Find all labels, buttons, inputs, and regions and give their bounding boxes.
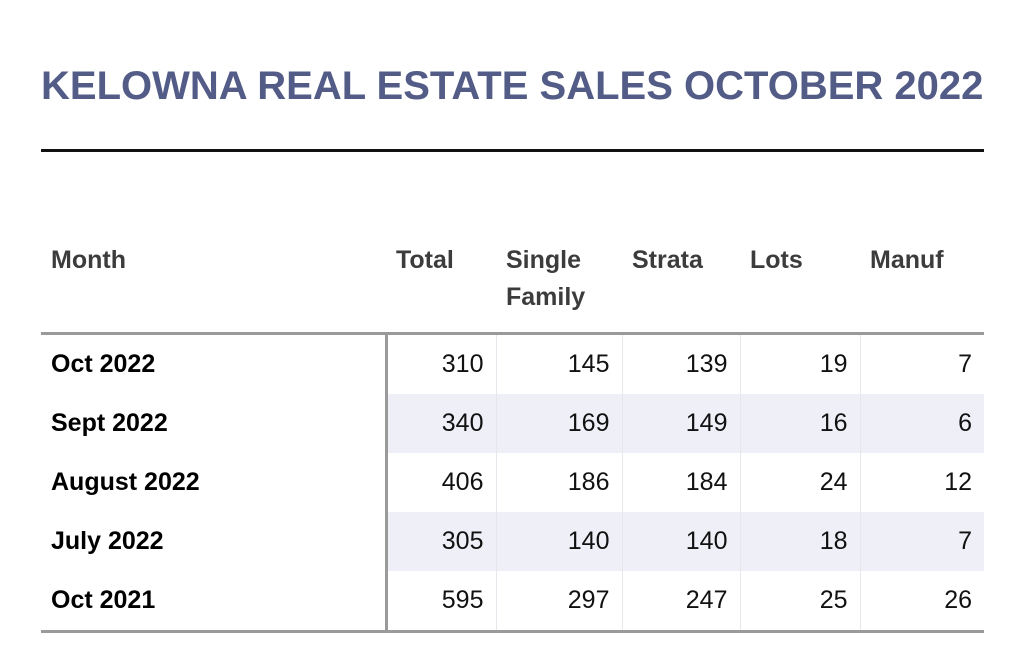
- cell-lots: 24: [740, 453, 861, 512]
- cell-total: 406: [386, 453, 497, 512]
- table-row: Oct 2022 310 145 139 19 7: [41, 333, 984, 394]
- cell-total: 340: [386, 394, 497, 453]
- cell-month: Sept 2022: [41, 394, 388, 453]
- cell-lots: 25: [740, 571, 861, 632]
- title-divider: [41, 149, 984, 152]
- cell-single-family: 169: [496, 394, 623, 453]
- cell-single-family: 186: [496, 453, 623, 512]
- cell-lots: 19: [740, 333, 861, 394]
- header-lots: Lots: [750, 246, 803, 274]
- table-row: Oct 2021 595 297 247 25 26: [41, 571, 984, 632]
- cell-total: 310: [386, 333, 497, 394]
- cell-strata: 247: [622, 571, 741, 632]
- header-single-family: Single Family: [506, 246, 586, 311]
- table-header-row: Month Total Single Family Strata Lots Ma…: [41, 236, 984, 334]
- cell-single-family: 297: [496, 571, 623, 632]
- cell-manuf: 12: [944, 468, 972, 496]
- cell-single-family: 145: [496, 333, 623, 394]
- page-title: KELOWNA REAL ESTATE SALES OCTOBER 2022: [41, 64, 984, 108]
- cell-strata: 139: [622, 333, 741, 394]
- cell-strata: 184: [622, 453, 741, 512]
- sales-table: Month Total Single Family Strata Lots Ma…: [41, 236, 984, 633]
- cell-total: 305: [386, 512, 497, 571]
- table-row: July 2022 305 140 140 18 7: [41, 512, 984, 571]
- cell-lots: 18: [740, 512, 861, 571]
- cell-month: August 2022: [41, 453, 388, 512]
- cell-lots: 16: [740, 394, 861, 453]
- table-row: Sept 2022 340 169 149 16 6: [41, 394, 984, 453]
- cell-manuf: 7: [860, 512, 984, 571]
- cell-strata: 140: [622, 512, 741, 571]
- cell-manuf: 26: [944, 586, 972, 614]
- cell-manuf: 7: [958, 350, 972, 378]
- cell-month: July 2022: [41, 512, 388, 571]
- cell-single-family: 140: [496, 512, 623, 571]
- header-total: Total: [396, 246, 454, 274]
- cell-month: Oct 2022: [41, 333, 388, 394]
- cell-strata: 149: [622, 394, 741, 453]
- header-month: Month: [51, 246, 126, 274]
- header-strata: Strata: [632, 246, 703, 274]
- cell-month: Oct 2021: [41, 571, 388, 632]
- header-manuf: Manuf: [870, 246, 944, 274]
- cell-total: 595: [386, 571, 497, 632]
- cell-manuf: 6: [860, 394, 984, 453]
- table-row: August 2022 406 186 184 24 12: [41, 453, 984, 512]
